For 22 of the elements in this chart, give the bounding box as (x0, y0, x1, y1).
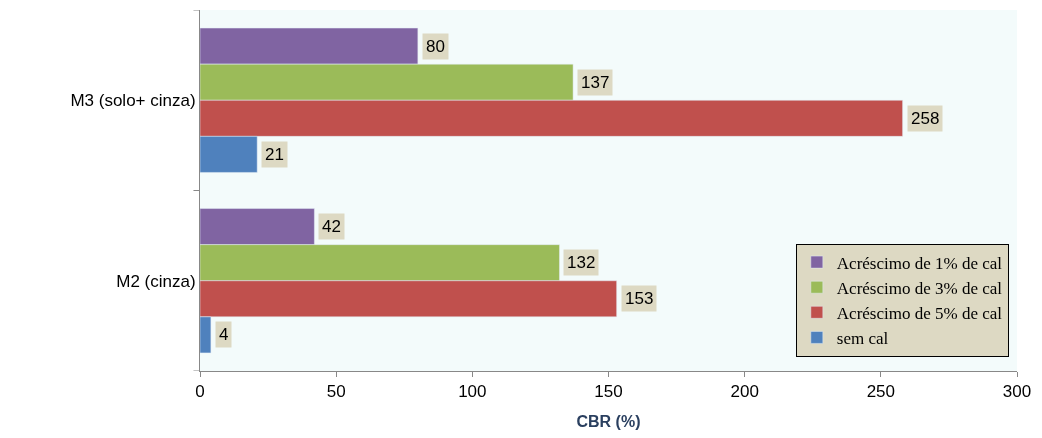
legend-label: Acréscimo de 1% de cal (836, 253, 1003, 273)
x-tick-label: 50 (326, 382, 346, 402)
y-tick-label: M3 (solo+ cinza) (70, 91, 196, 111)
data-label: 80 (426, 37, 445, 56)
data-label: 258 (911, 109, 940, 128)
x-tick-label: 250 (866, 382, 896, 402)
data-label: 4 (219, 325, 229, 344)
y-tick-label: M2 (cinza) (116, 271, 196, 291)
data-label: 132 (567, 253, 596, 272)
data-label: 137 (581, 73, 610, 92)
data-label: 42 (322, 217, 341, 236)
legend-label: Acréscimo de 3% de cal (836, 278, 1003, 298)
x-tick-label: 150 (594, 382, 623, 402)
data-label: 153 (625, 289, 654, 308)
x-tick-label: 200 (730, 382, 759, 402)
data-label: 21 (265, 145, 284, 164)
legend-label: Acréscimo de 5% de cal (836, 303, 1003, 323)
x-tick-label: 300 (1002, 382, 1032, 402)
x-tick-label: 0 (195, 382, 205, 402)
x-tick-label: 100 (458, 382, 487, 402)
x-axis-title: CBR (%) (576, 413, 641, 431)
legend-label: sem cal (836, 329, 889, 349)
